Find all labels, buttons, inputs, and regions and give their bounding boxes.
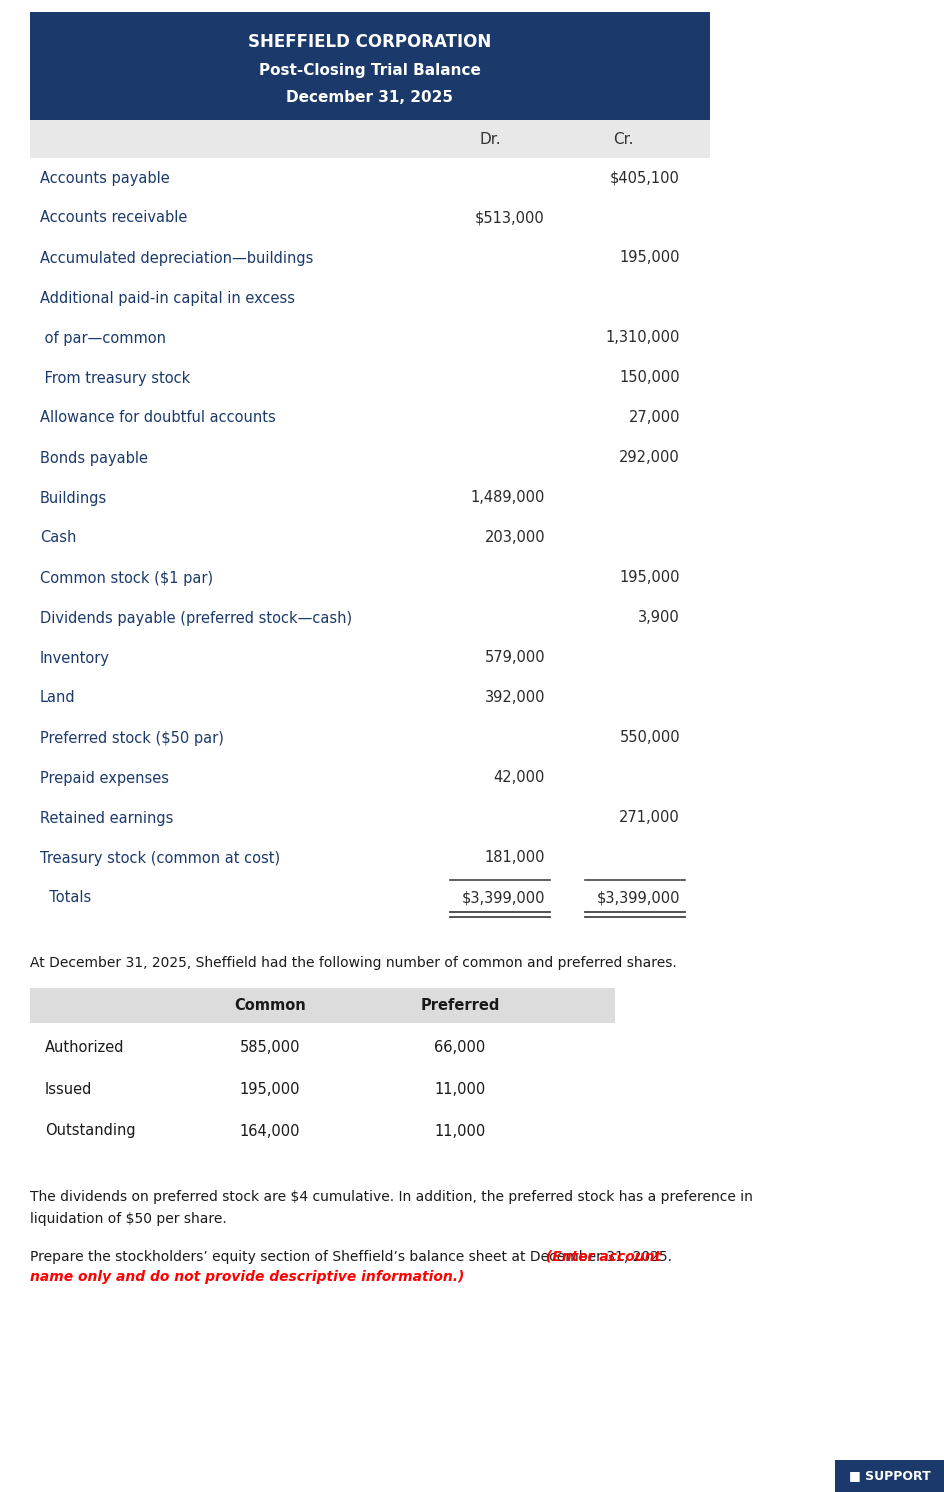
Text: 203,000: 203,000 bbox=[484, 531, 545, 546]
Text: $405,100: $405,100 bbox=[610, 170, 680, 185]
Text: 271,000: 271,000 bbox=[618, 810, 680, 825]
Text: $3,399,000: $3,399,000 bbox=[596, 891, 680, 906]
Text: Cash: Cash bbox=[40, 531, 76, 546]
Text: of par—common: of par—common bbox=[40, 331, 166, 346]
Text: Post-Closing Trial Balance: Post-Closing Trial Balance bbox=[259, 63, 480, 78]
Text: Prepaid expenses: Prepaid expenses bbox=[40, 770, 169, 785]
Text: 150,000: 150,000 bbox=[618, 370, 680, 385]
Text: Totals: Totals bbox=[40, 891, 92, 906]
Text: 164,000: 164,000 bbox=[240, 1123, 300, 1138]
Text: Allowance for doubtful accounts: Allowance for doubtful accounts bbox=[40, 410, 276, 425]
Text: $3,399,000: $3,399,000 bbox=[461, 891, 545, 906]
Text: The dividends on preferred stock are $4 cumulative. In addition, the preferred s: The dividends on preferred stock are $4 … bbox=[30, 1191, 752, 1204]
Text: Land: Land bbox=[40, 691, 76, 706]
Text: 1,310,000: 1,310,000 bbox=[605, 331, 680, 346]
Text: 292,000: 292,000 bbox=[618, 451, 680, 466]
Text: 585,000: 585,000 bbox=[240, 1040, 300, 1055]
Text: 42,000: 42,000 bbox=[493, 770, 545, 785]
Text: 27,000: 27,000 bbox=[628, 410, 680, 425]
Text: Inventory: Inventory bbox=[40, 651, 110, 665]
Text: (Enter account: (Enter account bbox=[541, 1250, 661, 1264]
Text: 11,000: 11,000 bbox=[434, 1123, 485, 1138]
Text: Common: Common bbox=[234, 998, 306, 1013]
Text: Preferred stock ($50 par): Preferred stock ($50 par) bbox=[40, 731, 224, 746]
Text: 3,900: 3,900 bbox=[637, 610, 680, 625]
Text: 550,000: 550,000 bbox=[618, 731, 680, 746]
Text: Buildings: Buildings bbox=[40, 491, 107, 506]
Text: Accounts receivable: Accounts receivable bbox=[40, 210, 187, 225]
Text: 66,000: 66,000 bbox=[434, 1040, 485, 1055]
Bar bbox=[30, 12, 709, 119]
Text: Cr.: Cr. bbox=[612, 133, 632, 148]
Text: Authorized: Authorized bbox=[45, 1040, 125, 1055]
Text: Dividends payable (preferred stock—cash): Dividends payable (preferred stock—cash) bbox=[40, 610, 352, 625]
Text: liquidation of $50 per share.: liquidation of $50 per share. bbox=[30, 1212, 227, 1226]
Text: Outstanding: Outstanding bbox=[45, 1123, 136, 1138]
Text: 392,000: 392,000 bbox=[484, 691, 545, 706]
Text: Accounts payable: Accounts payable bbox=[40, 170, 170, 185]
Text: Treasury stock (common at cost): Treasury stock (common at cost) bbox=[40, 850, 279, 865]
Text: Prepare the stockholders’ equity section of Sheffield’s balance sheet at Decembe: Prepare the stockholders’ equity section… bbox=[30, 1250, 671, 1264]
Text: 195,000: 195,000 bbox=[240, 1082, 300, 1097]
Text: Bonds payable: Bonds payable bbox=[40, 451, 148, 466]
Text: 1,489,000: 1,489,000 bbox=[470, 491, 545, 506]
Text: name only and do not provide descriptive information.): name only and do not provide descriptive… bbox=[30, 1270, 464, 1285]
Bar bbox=[30, 119, 709, 158]
Text: ■ SUPPORT: ■ SUPPORT bbox=[849, 1470, 930, 1483]
Text: Common stock ($1 par): Common stock ($1 par) bbox=[40, 570, 213, 585]
Text: Dr.: Dr. bbox=[479, 133, 500, 148]
Text: 195,000: 195,000 bbox=[619, 251, 680, 266]
Text: December 31, 2025: December 31, 2025 bbox=[286, 90, 453, 104]
Text: Preferred: Preferred bbox=[420, 998, 499, 1013]
Text: Retained earnings: Retained earnings bbox=[40, 810, 173, 825]
Text: Issued: Issued bbox=[45, 1082, 93, 1097]
Text: From treasury stock: From treasury stock bbox=[40, 370, 190, 385]
Text: Accumulated depreciation—buildings: Accumulated depreciation—buildings bbox=[40, 251, 313, 266]
Text: SHEFFIELD CORPORATION: SHEFFIELD CORPORATION bbox=[248, 33, 491, 51]
Text: Additional paid-in capital in excess: Additional paid-in capital in excess bbox=[40, 291, 295, 306]
Bar bbox=[834, 1461, 944, 1492]
Text: 579,000: 579,000 bbox=[484, 651, 545, 665]
Text: $513,000: $513,000 bbox=[475, 210, 545, 225]
Bar bbox=[30, 988, 615, 1024]
Text: 11,000: 11,000 bbox=[434, 1082, 485, 1097]
Text: At December 31, 2025, Sheffield had the following number of common and preferred: At December 31, 2025, Sheffield had the … bbox=[30, 956, 676, 970]
Text: 195,000: 195,000 bbox=[619, 570, 680, 585]
Text: 181,000: 181,000 bbox=[484, 850, 545, 865]
